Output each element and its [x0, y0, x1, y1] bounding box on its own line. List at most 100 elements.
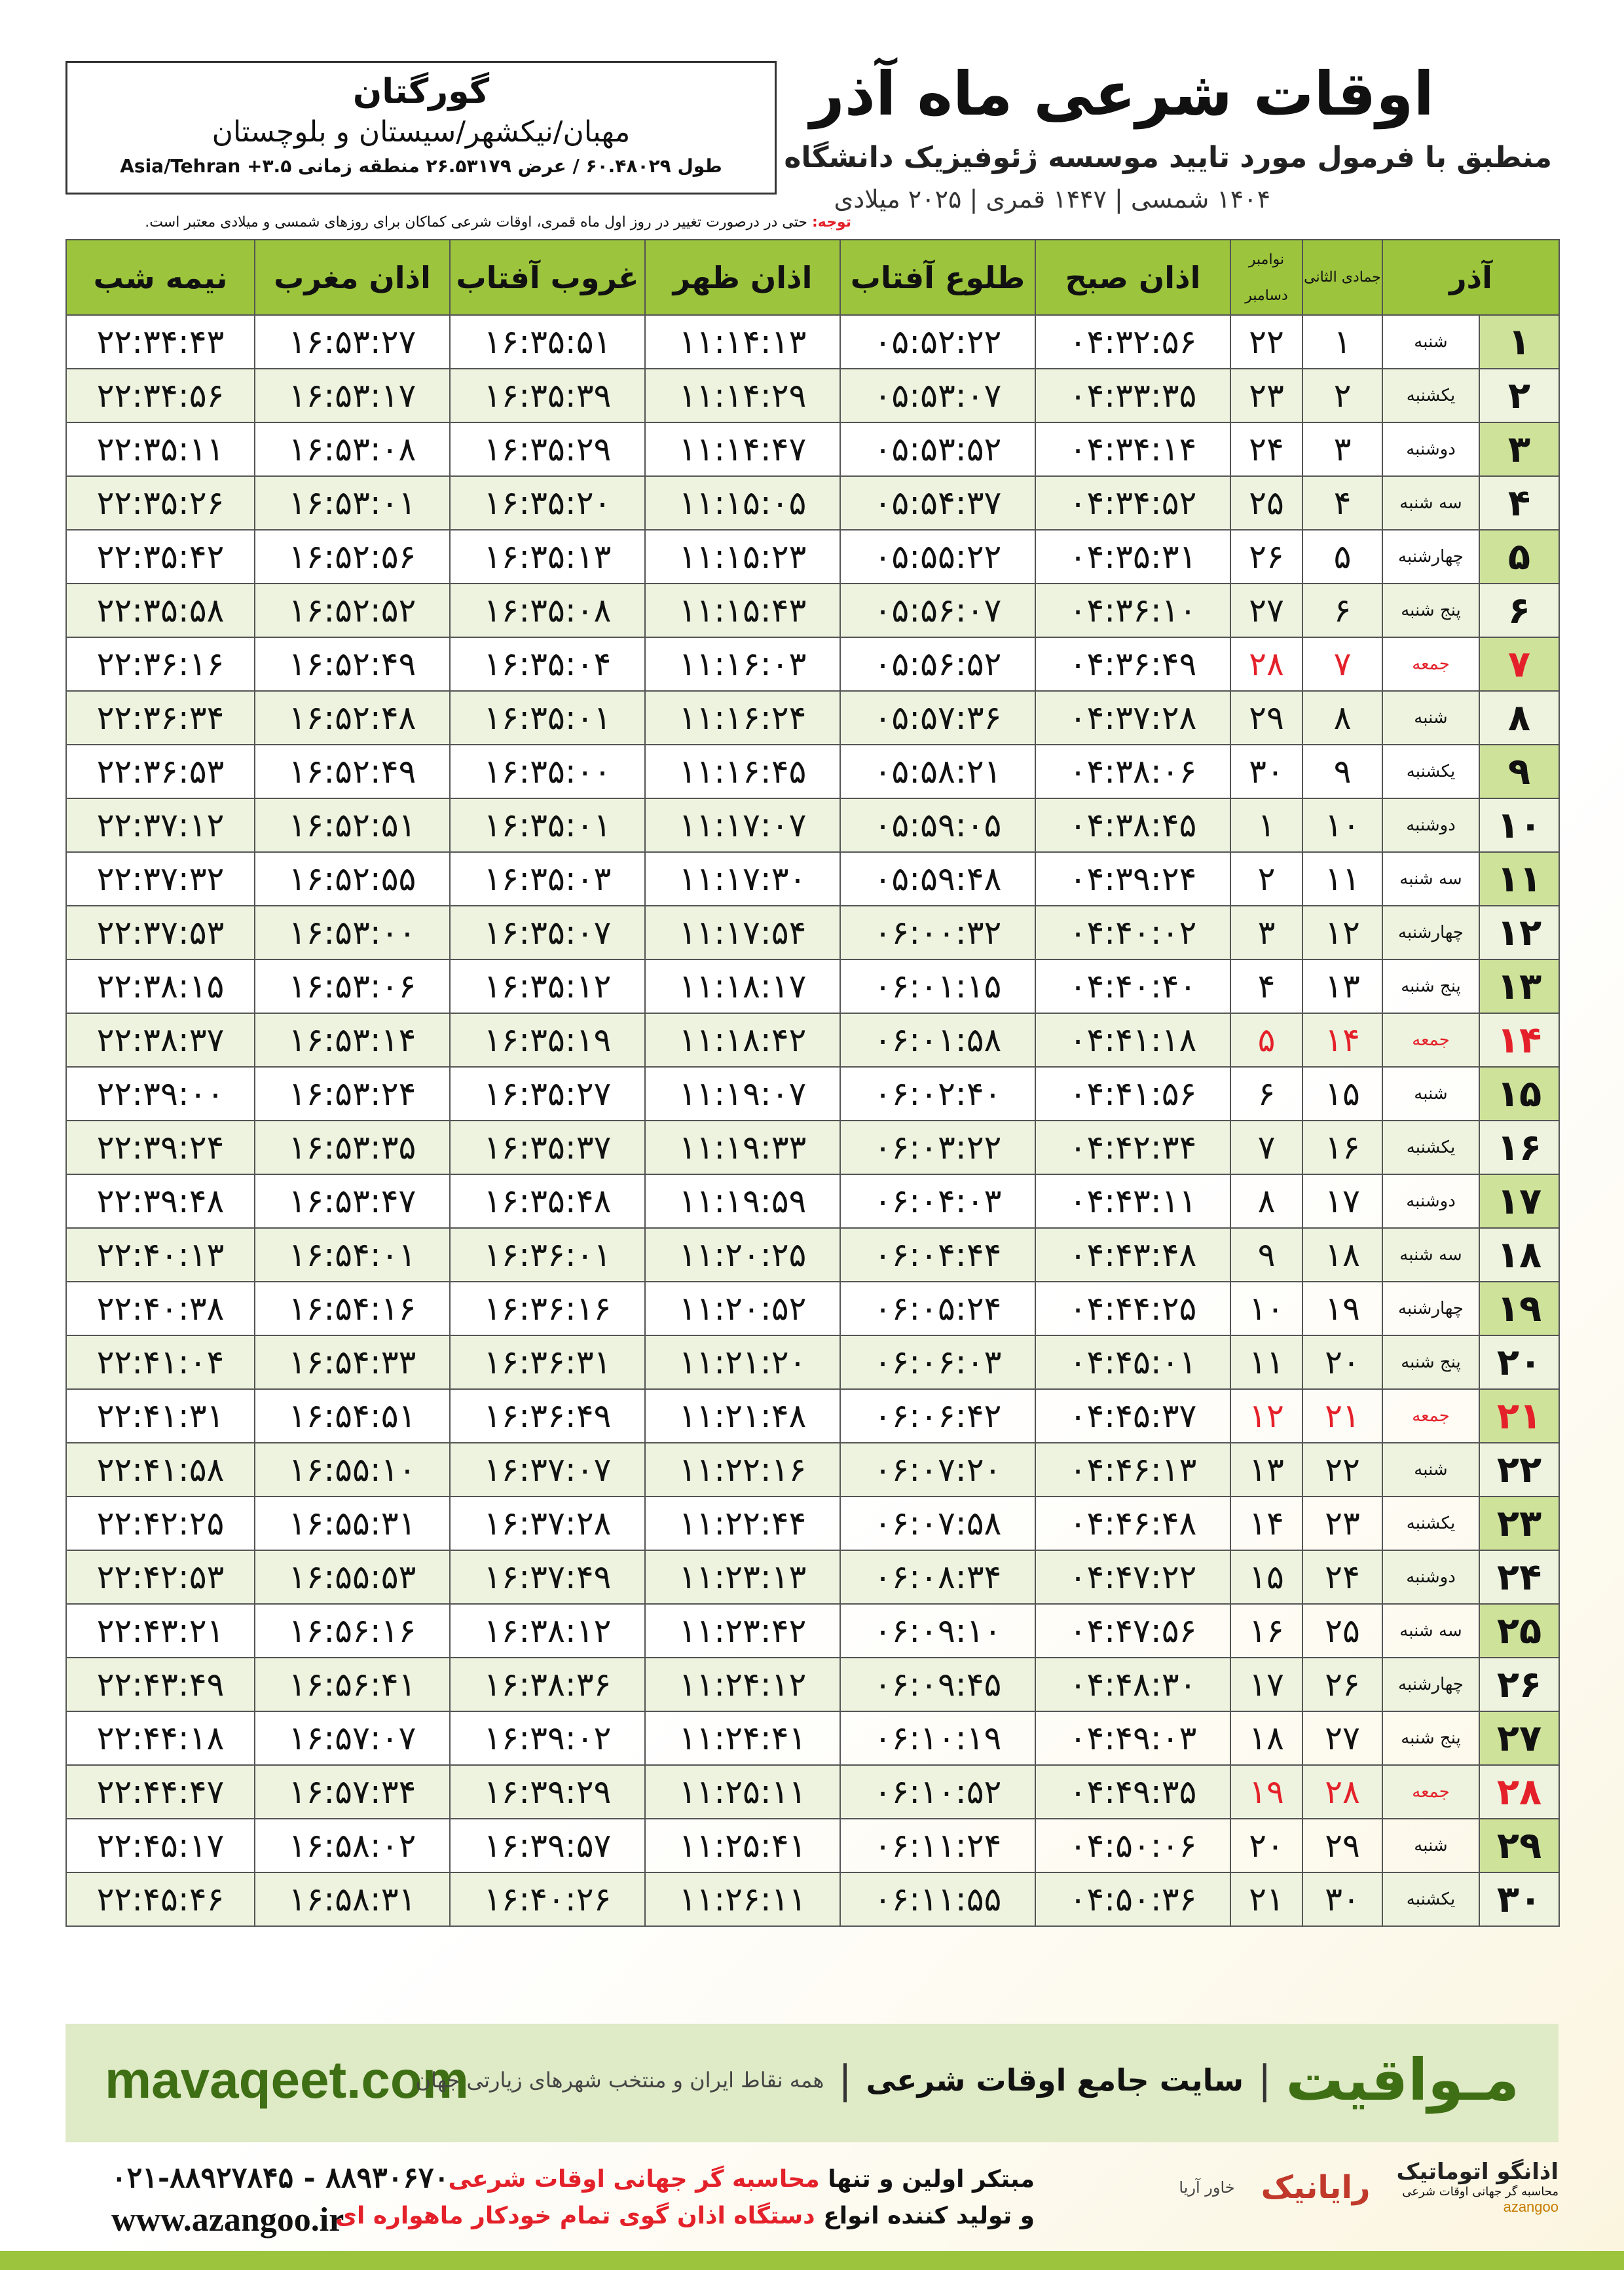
- banner-url[interactable]: mavaqeet.com: [105, 2051, 469, 2109]
- azangoo-logo: اذانگو اتوماتیک محاسبه گر جهانی اوقات شرع…: [1397, 2159, 1559, 2216]
- table-row: ۳ دوشنبه ۳ ۲۴ ۰۴:۳۴:۱۴ ۰۵:۵۳:۵۲ ۱۱:۱۴:۴۷ ۱۶:۳۵:…: [65, 422, 1560, 477]
- table-cell: ۲۲:۴۰:۱۳: [65, 1227, 255, 1282]
- table-cell: ۲۴: [1230, 422, 1303, 477]
- table-cell: ۰۵:۵۸:۲۱: [840, 744, 1036, 799]
- table-cell: ۶: [1479, 583, 1560, 638]
- table-cell: یکشنبه: [1381, 1872, 1481, 1927]
- table-cell: ۲۲:۴۰:۳۸: [65, 1281, 255, 1336]
- table-cell: ۲۱: [1302, 1388, 1383, 1443]
- table-cell: ۱۶:۳۵:۱۲: [449, 959, 646, 1014]
- table-cell: دوشنبه: [1381, 1550, 1481, 1605]
- table-cell: ۷: [1230, 1120, 1303, 1175]
- table-cell: ۰۶:۰۱:۱۵: [840, 959, 1036, 1014]
- table-cell: ۱۶:۵۲:۵۱: [254, 798, 451, 853]
- table-cell: ۱۱: [1479, 851, 1560, 906]
- table-cell: ۲۲:۳۸:۳۷: [65, 1013, 255, 1068]
- column-header: غروب آفتاب: [449, 239, 646, 316]
- table-cell: ۰۴:۴۳:۴۸: [1035, 1227, 1231, 1282]
- table-cell: ۱۶:۵۴:۰۱: [254, 1227, 451, 1282]
- column-header-text: نوامبر: [1248, 251, 1285, 268]
- table-cell: ۰۴:۴۴:۲۵: [1035, 1281, 1231, 1336]
- table-cell: سه شنبه: [1381, 851, 1481, 906]
- table-cell: ۱۱:۲۵:۴۱: [644, 1818, 841, 1873]
- table-cell: ۲۲: [1302, 1442, 1383, 1497]
- table-cell: ۱۵: [1230, 1550, 1303, 1605]
- table-cell: ۱۱:۲۱:۲۰: [644, 1335, 841, 1390]
- table-cell: ۱۶:۳۷:۰۷: [449, 1442, 646, 1497]
- table-cell: ۰۶:۰۶:۰۳: [840, 1335, 1036, 1390]
- table-cell: ۲۲:۴۲:۲۵: [65, 1496, 255, 1551]
- table-row: ۷ جمعه ۷ ۲۸ ۰۴:۳۶:۴۹ ۰۵:۵۶:۵۲ ۱۱:۱۶:۰۳ ۱۶:۳۵:۰۴…: [65, 637, 1560, 692]
- table-cell: ۱۵: [1479, 1066, 1560, 1121]
- table-cell: شنبه: [1381, 314, 1481, 369]
- table-cell: ۰۴:۳۶:۴۹: [1035, 637, 1231, 692]
- table-cell: ۱۱:۲۲:۱۶: [644, 1442, 841, 1497]
- table-cell: ۰۵:۵۷:۳۶: [840, 690, 1036, 745]
- table-cell: ۲۷: [1230, 583, 1303, 638]
- table-cell: ۲۲: [1479, 1442, 1560, 1497]
- table-cell: ۱۶:۵۳:۲۷: [254, 314, 451, 369]
- table-cell: ۱۲: [1302, 905, 1383, 960]
- table-cell: ۱۶:۳۵:۰۸: [449, 583, 646, 638]
- table-cell: ۲۲:۳۵:۴۲: [65, 529, 255, 584]
- table-row: ۱۹ چهارشنبه ۱۹ ۱۰ ۰۴:۴۴:۲۵ ۰۶:۰۵:۲۴ ۱۱:۲۰:۵۲ ۱۶…: [65, 1281, 1560, 1336]
- table-cell: ۱۱: [1230, 1335, 1303, 1390]
- table-cell: ۱۱:۱۶:۰۳: [644, 637, 841, 692]
- table-cell: ۱۱:۲۳:۱۳: [644, 1550, 841, 1605]
- table-cell: ۱۶:۵۶:۱۶: [254, 1603, 451, 1658]
- column-header: آذر: [1381, 239, 1560, 316]
- table-cell: ۲۲:۳۹:۰۰: [65, 1066, 255, 1121]
- table-cell: ۰۶:۰۴:۰۳: [840, 1174, 1036, 1229]
- table-cell: ۱۶: [1302, 1120, 1383, 1175]
- column-header: جمادی الثانی: [1302, 239, 1383, 316]
- table-cell: ۰۴:۴۰:۴۰: [1035, 959, 1231, 1014]
- table-cell: ۱۱:۱۴:۴۷: [644, 422, 841, 477]
- coordinates: طول ۶۰.۴۸۰۲۹ / عرض ۲۶.۵۳۱۷۹ منطقه زمانی …: [120, 155, 722, 177]
- footer-line: و تولید کننده انواع دستگاه اذان گوی تمام…: [335, 2198, 1035, 2235]
- table-cell: ۱۶:۵۳:۰۶: [254, 959, 451, 1014]
- table-cell: ۱۶:۵۷:۳۴: [254, 1764, 451, 1819]
- table-cell: ۱۰: [1479, 798, 1560, 853]
- table-cell: ۱۶:۵۲:۵۶: [254, 529, 451, 584]
- table-cell: دوشنبه: [1381, 1174, 1481, 1229]
- table-row: ۱۷ دوشنبه ۱۷ ۸ ۰۴:۴۳:۱۱ ۰۶:۰۴:۰۳ ۱۱:۱۹:۵۹ ۱۶:۳۵…: [65, 1174, 1560, 1229]
- table-cell: ۴: [1302, 475, 1383, 530]
- table-cell: ۱۱:۱۸:۴۲: [644, 1013, 841, 1068]
- table-cell: ۸: [1302, 690, 1383, 745]
- table-body: ۱ شنبه ۱ ۲۲ ۰۴:۳۲:۵۶ ۰۵:۵۲:۲۲ ۱۱:۱۴:۱۳ ۱۶:۳۵:۵۱…: [65, 314, 1560, 1927]
- table-cell: ۰۴:۵۰:۳۶: [1035, 1872, 1231, 1927]
- table-cell: ۱۶:۳۵:۰۴: [449, 637, 646, 692]
- table-cell: جمعه: [1381, 637, 1481, 692]
- table-cell: ۱۱:۲۴:۱۲: [644, 1657, 841, 1712]
- table-cell: ۲۲:۴۱:۰۴: [65, 1335, 255, 1390]
- table-cell: ۲۲:۳۷:۵۳: [65, 905, 255, 960]
- table-row: ۳۰ یکشنبه ۳۰ ۲۱ ۰۴:۵۰:۳۶ ۰۶:۱۱:۵۵ ۱۱:۲۶:۱۱ ۱۶:۴…: [65, 1872, 1560, 1927]
- table-cell: ۱۶:۳۵:۲۰: [449, 475, 646, 530]
- separator: |: [1258, 2056, 1272, 2103]
- table-cell: ۲۸: [1230, 637, 1303, 692]
- website[interactable]: www.azangoo.ir: [111, 2201, 344, 2239]
- scope: همه نقاط ایران و منتخب شهرهای زیارتی جها…: [415, 2067, 824, 2093]
- location-box: گورگتان مهبان/نیکشهر/سیستان و بلوچستان ط…: [65, 61, 777, 195]
- table-cell: جمعه: [1381, 1388, 1481, 1443]
- logo-latin: azangoo: [1503, 2199, 1559, 2215]
- subtitle: منطبق با فرمول مورد تایید موسسه ژئوفیزیک…: [692, 141, 1552, 174]
- table-cell: ۰۶:۰۲:۴۰: [840, 1066, 1036, 1121]
- table-cell: ۱۶:۵۳:۱۴: [254, 1013, 451, 1068]
- column-header: اذان صبح: [1035, 239, 1231, 316]
- table-cell: ۰۴:۳۴:۵۲: [1035, 475, 1231, 530]
- table-cell: ۰۶:۱۱:۵۵: [840, 1872, 1036, 1927]
- table-cell: ۰۶:۱۰:۱۹: [840, 1711, 1036, 1766]
- table-cell: ۱۴: [1479, 1013, 1560, 1068]
- table-cell: ۱۶:۳۶:۳۱: [449, 1335, 646, 1390]
- table-cell: ۲۷: [1302, 1711, 1383, 1766]
- table-cell: ۰۶:۰۷:۵۸: [840, 1496, 1036, 1551]
- text: و تولید کننده انواع: [823, 2203, 1035, 2229]
- table-row: ۵ چهارشنبه ۵ ۲۶ ۰۴:۳۵:۳۱ ۰۵:۵۵:۲۲ ۱۱:۱۵:۲۳ ۱۶:۳…: [65, 529, 1560, 584]
- table-row: ۴ سه شنبه ۴ ۲۵ ۰۴:۳۴:۵۲ ۰۵:۵۴:۳۷ ۱۱:۱۵:۰۵ ۱۶:۳۵…: [65, 475, 1560, 530]
- table-cell: دوشنبه: [1381, 798, 1481, 853]
- table-cell: ۱۶:۳۸:۱۲: [449, 1603, 646, 1658]
- table-cell: یکشنبه: [1381, 368, 1481, 423]
- table-cell: ۱۱:۱۹:۳۳: [644, 1120, 841, 1175]
